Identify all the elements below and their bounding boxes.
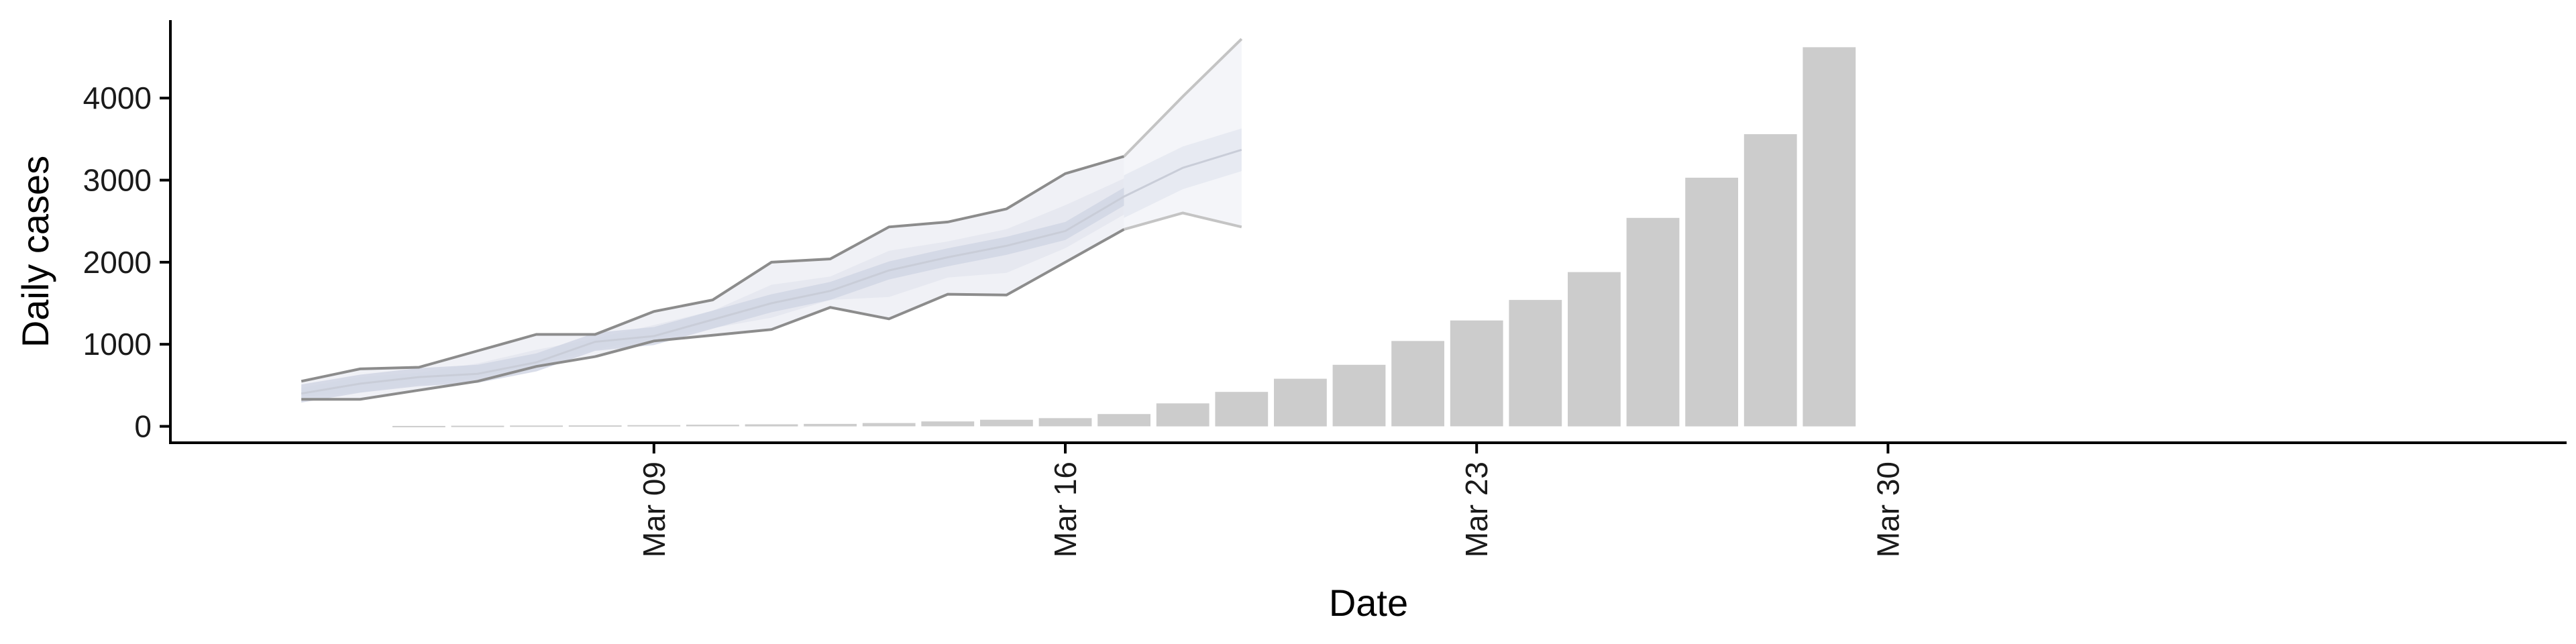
observed-cases-bar	[1274, 378, 1327, 427]
observed-cases-bar	[1097, 414, 1150, 427]
projection-inner-band	[1124, 128, 1242, 218]
observed-cases-bar	[1509, 300, 1562, 427]
observed-cases-bar	[1391, 341, 1444, 427]
observed-cases-bar	[1156, 403, 1210, 427]
estimate-bands	[301, 39, 1242, 403]
observed-cases-bar	[1685, 177, 1738, 427]
observed-cases-bar	[1568, 272, 1621, 427]
y-tick-label: 2000	[83, 245, 152, 280]
y-tick-label: 1000	[83, 327, 152, 362]
x-axis-ticks: Mar 09 Mar 16 Mar 23 Mar 30	[637, 443, 1905, 557]
observed-cases-bar	[1332, 364, 1386, 427]
observed-cases-bar	[745, 424, 798, 427]
y-tick-label: 0	[134, 409, 152, 444]
x-tick-label: Mar 30	[1870, 462, 1905, 557]
observed-cases-bar	[921, 421, 975, 427]
observed-cases-bar	[627, 425, 681, 427]
x-tick-label: Mar 09	[637, 462, 672, 557]
observed-cases-bar	[980, 419, 1033, 427]
upper-bound-line	[301, 155, 1125, 383]
observed-cases-bar	[568, 425, 622, 427]
observed-cases-bar	[686, 425, 739, 427]
observed-cases-bar	[451, 425, 504, 427]
observed-cases-bar	[1743, 134, 1797, 427]
x-tick-label: Mar 16	[1048, 462, 1083, 557]
x-axis-title: Date	[1329, 582, 1408, 624]
estimate-bound-lines	[301, 38, 1243, 401]
observed-cases-bars	[392, 47, 1856, 427]
outer-interval-band	[301, 156, 1124, 400]
observed-cases-bar	[510, 425, 563, 427]
observed-cases-bar	[862, 423, 916, 427]
median-estimate-line	[301, 148, 1242, 395]
y-axis-ticks: 0 1000 2000 3000 4000	[83, 80, 170, 444]
x-tick-label: Mar 23	[1459, 462, 1494, 557]
observed-cases-bar	[1626, 217, 1680, 427]
lower-bound-line	[301, 228, 1125, 401]
observed-cases-bar	[1215, 392, 1269, 427]
observed-cases-bar	[392, 425, 445, 427]
axes	[169, 20, 2567, 444]
observed-cases-bar	[804, 423, 857, 427]
y-axis-title: Daily cases	[14, 156, 56, 347]
observed-cases-bar	[1038, 418, 1092, 427]
y-tick-label: 4000	[83, 80, 152, 115]
observed-cases-bar	[1450, 320, 1503, 427]
y-tick-label: 3000	[83, 163, 152, 198]
observed-cases-bar	[1803, 47, 1856, 427]
lower-bound-projection-line	[1124, 211, 1242, 231]
upper-bound-projection-line	[1123, 38, 1243, 158]
